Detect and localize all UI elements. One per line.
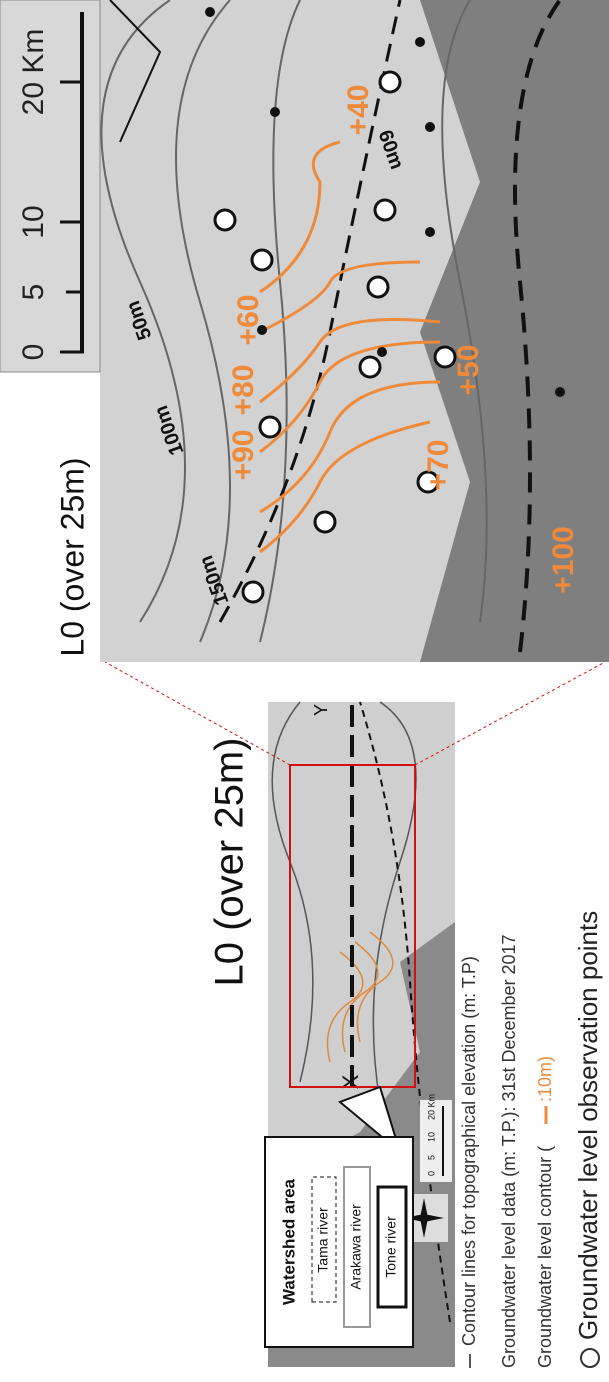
section-end: Y <box>311 704 331 716</box>
scale-label: 20 Km <box>17 29 50 116</box>
contour-label: +90 <box>227 430 260 481</box>
legend-date: Groundwater level data (m: T.P.): 31st D… <box>499 934 519 1368</box>
watershed-item: Tama river <box>315 1207 331 1273</box>
contour-label: +40 <box>342 85 375 136</box>
overview-scale-0: 0 <box>426 1171 436 1176</box>
contour-label: +70 <box>422 440 455 491</box>
contour-label: +100 <box>547 526 580 594</box>
scale-label: 5 <box>17 284 50 301</box>
scale-label: 10 <box>17 205 50 238</box>
overview-title: L0 (over 25m) <box>208 738 252 987</box>
overview-scale-10: 10 <box>426 1132 436 1142</box>
scale-bar: 0 5 10 20 Km <box>0 0 100 372</box>
watershed-item: Arakawa river <box>348 1204 364 1290</box>
watershed-title: Watershed area <box>279 1178 298 1305</box>
scale-label: 0 <box>17 344 50 361</box>
figure-svg: L0 (over 25m) X Y 0 5 10 20 Km Watershed… <box>0 0 609 1382</box>
legend-points: Groundwater level observation points <box>573 911 603 1340</box>
overview-scale-20: 20 Km <box>426 1094 436 1120</box>
figure: L0 (over 25m) X Y 0 5 10 20 Km Watershed… <box>0 0 609 1382</box>
contour-label: +60 <box>232 295 265 346</box>
legend-topo: Contour lines for topographical elevatio… <box>459 956 479 1346</box>
legend-gw-interval: :10m) <box>535 1056 555 1102</box>
legend-gw-contour: Groundwater level contour ( <box>535 1146 555 1368</box>
contour-label: +50 <box>452 345 485 396</box>
page: L0 (over 25m) X Y 0 5 10 20 Km Watershed… <box>0 0 609 1382</box>
contour-label: +80 <box>227 365 260 416</box>
overview-map: X Y 0 5 10 20 Km Watershed area Tama riv… <box>105 662 605 1367</box>
overview-scale-5: 5 <box>426 1155 436 1160</box>
watershed-item: Tone river <box>383 1216 399 1278</box>
zoom-title: L0 (over 25m) <box>54 457 90 656</box>
